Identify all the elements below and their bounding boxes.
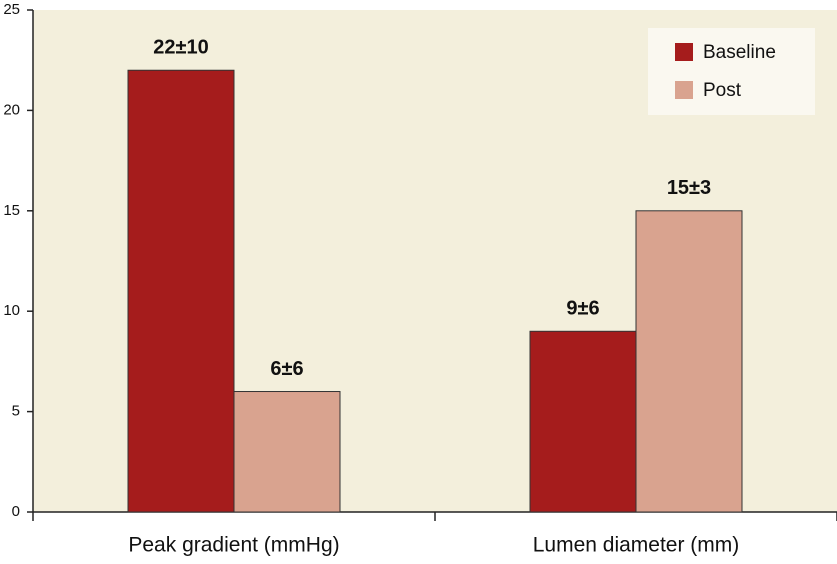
bar — [127, 69, 235, 513]
y-tick-label: 25 — [3, 1, 20, 18]
legend-label: Baseline — [703, 42, 776, 63]
bar — [233, 391, 341, 513]
value-label: 15±3 — [667, 177, 711, 199]
y-tick-label: 20 — [3, 101, 20, 118]
x-tick-label: Lumen diameter (mm) — [533, 534, 740, 557]
value-label: 9±6 — [566, 298, 599, 320]
bar — [635, 210, 743, 513]
y-tick-label: 5 — [12, 403, 20, 420]
legend-box — [648, 28, 815, 115]
legend-swatch — [675, 43, 693, 61]
legend-swatch — [675, 81, 693, 99]
value-label: 6±6 — [270, 358, 303, 380]
y-tick-label: 0 — [12, 503, 20, 520]
y-tick-label: 15 — [3, 202, 20, 219]
legend-label: Post — [703, 80, 742, 101]
x-tick-label: Peak gradient (mmHg) — [128, 534, 339, 557]
value-label: 22±10 — [153, 37, 208, 59]
bar — [529, 330, 637, 513]
y-tick-label: 10 — [3, 302, 20, 319]
